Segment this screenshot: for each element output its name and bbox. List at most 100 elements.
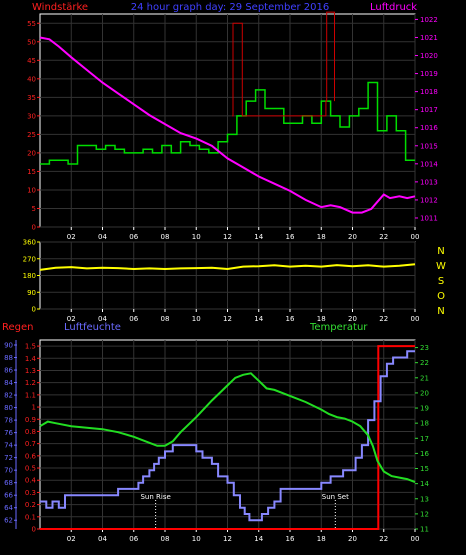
wind-direction-time-axis: 02 04 06 08 10 12 14 16 18 20 22 00 <box>67 309 420 323</box>
y-tick-label: 0 <box>32 306 36 314</box>
y-tick-label: 17 <box>420 435 429 443</box>
y-tick-label: 19 <box>420 405 429 413</box>
y-tick-label: 12 <box>420 510 429 518</box>
x-tick-label: 00 <box>411 315 420 323</box>
rain-humidity-temperature-series <box>39 345 416 530</box>
y-tick-label: 1.5 <box>25 343 36 351</box>
y-tick-label: 0.7 <box>25 440 36 448</box>
y-tick-label: 270 <box>23 255 36 263</box>
y-tick-label: 86 <box>4 367 13 375</box>
pressure-line <box>39 36 416 214</box>
y-tick-label: 20 <box>27 149 36 157</box>
y-tick-label: 1013 <box>420 178 438 186</box>
y-tick-label: 45 <box>27 57 36 65</box>
compass-label: W <box>436 261 446 272</box>
x-tick-label: 02 <box>67 233 76 241</box>
gust-line <box>232 11 335 117</box>
y-tick-label: 74 <box>4 442 13 450</box>
y-tick-label: 18 <box>420 420 429 428</box>
y-tick-label: 50 <box>27 38 36 46</box>
y-tick-label: 15 <box>420 465 429 473</box>
temperature-label: Temperatur <box>309 322 368 333</box>
y-tick-label: 25 <box>27 131 36 139</box>
y-tick-label: 22 <box>420 359 429 367</box>
x-tick-label: 08 <box>161 233 170 241</box>
y-tick-label: 90 <box>27 289 36 297</box>
x-tick-label: 14 <box>254 535 263 543</box>
y-tick-label: 1012 <box>420 196 438 204</box>
x-tick-label: 02 <box>67 535 76 543</box>
compass-label: O <box>437 291 445 302</box>
x-tick-label: 22 <box>379 233 388 241</box>
y-tick-label: 76 <box>4 429 13 437</box>
x-tick-label: 10 <box>192 233 201 241</box>
y-tick-label: 72 <box>4 454 13 462</box>
x-tick-label: 12 <box>223 535 232 543</box>
x-tick-label: 16 <box>286 233 295 241</box>
humidity-axis-ticks: 62 64 66 68 70 72 74 76 78 80 82 84 86 88 90 <box>4 340 17 529</box>
y-tick-label: 0.5 <box>25 465 36 473</box>
y-tick-label: 1022 <box>420 16 438 24</box>
y-tick-label: 88 <box>4 354 13 362</box>
y-tick-label: 64 <box>4 504 13 512</box>
y-tick-label: 0 <box>32 224 36 232</box>
humidity-line <box>40 350 415 522</box>
x-tick-label: 18 <box>317 535 326 543</box>
x-tick-label: 04 <box>98 233 107 241</box>
y-tick-label: 66 <box>4 492 13 500</box>
x-tick-label: 00 <box>411 535 420 543</box>
x-tick-label: 16 <box>286 315 295 323</box>
x-tick-label: 12 <box>223 315 232 323</box>
y-tick-label: 1.1 <box>25 391 36 399</box>
wind-pressure-series <box>39 11 416 214</box>
x-tick-label: 02 <box>67 315 76 323</box>
y-tick-label: 1017 <box>420 106 438 114</box>
wind-axis-ticks: 0 5 10 15 20 25 30 35 40 45 50 55 <box>27 20 40 232</box>
y-tick-label: 1019 <box>420 70 438 78</box>
y-tick-label: 78 <box>4 417 13 425</box>
compass-label: N <box>437 246 444 257</box>
x-tick-label: 00 <box>411 233 420 241</box>
y-tick-label: 1015 <box>420 142 438 150</box>
graph-title: 24 hour graph day: 29 September 2016 <box>131 2 329 13</box>
compass-label: S <box>438 276 444 287</box>
x-tick-label: 14 <box>254 233 263 241</box>
x-tick-label: 12 <box>223 233 232 241</box>
y-tick-label: 1016 <box>420 124 438 132</box>
wind-direction-series <box>39 263 416 271</box>
sun-annotations: Sun Rise Sun Set <box>140 493 349 529</box>
rain-line <box>40 345 415 530</box>
y-tick-label: 1.3 <box>25 367 36 375</box>
y-tick-label: 0.4 <box>25 477 37 485</box>
x-tick-label: 16 <box>286 535 295 543</box>
x-tick-label: 10 <box>192 535 201 543</box>
y-tick-label: 1 <box>32 404 36 412</box>
x-tick-label: 18 <box>317 315 326 323</box>
y-tick-label: 70 <box>4 467 13 475</box>
wind-pressure-time-axis: 02 04 06 08 10 12 14 16 18 20 22 00 <box>67 227 420 241</box>
x-tick-label: 04 <box>98 315 107 323</box>
y-tick-label: 84 <box>4 379 13 387</box>
rain-humidity-temperature-panel: 0 0.1 0.2 0.3 0.4 0.5 0.6 0.7 0.8 0.9 1 1.1 1.2 1.3 1.… <box>4 339 429 543</box>
y-tick-label: 360 <box>23 239 36 247</box>
y-tick-label: 0.3 <box>25 489 36 497</box>
x-tick-label: 22 <box>379 315 388 323</box>
y-tick-label: 80 <box>4 404 13 412</box>
x-tick-label: 22 <box>379 535 388 543</box>
y-tick-label: 20 <box>420 389 429 397</box>
y-tick-label: 1014 <box>420 160 438 168</box>
y-tick-label: 1018 <box>420 88 438 96</box>
x-tick-label: 18 <box>317 233 326 241</box>
y-tick-label: 1.2 <box>25 379 36 387</box>
y-tick-label: 1021 <box>420 34 438 42</box>
y-tick-label: 30 <box>27 112 36 120</box>
y-tick-label: 14 <box>420 480 429 488</box>
x-tick-label: 20 <box>348 233 357 241</box>
wind-speed-label: Windstärke <box>32 2 88 13</box>
x-tick-label: 14 <box>254 315 263 323</box>
x-tick-label: 06 <box>129 535 138 543</box>
